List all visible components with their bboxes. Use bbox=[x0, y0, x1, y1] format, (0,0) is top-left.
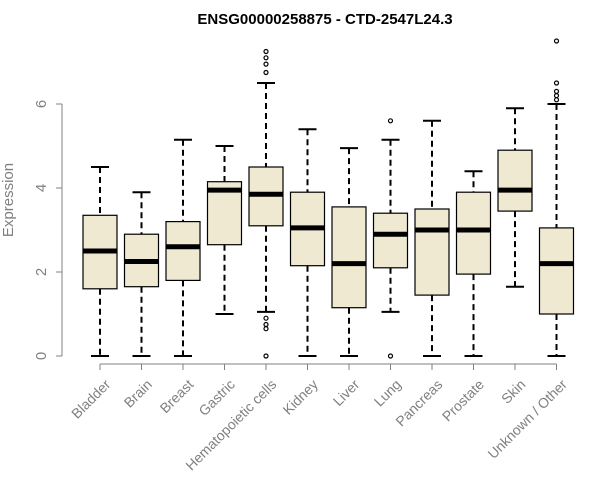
box bbox=[414, 208, 450, 296]
outlier-point bbox=[387, 118, 394, 124]
x-tick-label: Lung bbox=[371, 376, 404, 409]
outlier-point bbox=[553, 80, 560, 86]
box-group-breast bbox=[165, 138, 201, 357]
outlier-point bbox=[263, 315, 269, 321]
x-tick-label: Bladder bbox=[68, 376, 114, 422]
box-group-lung bbox=[372, 118, 409, 359]
outlier-point bbox=[553, 88, 560, 95]
x-tick-label: Prostate bbox=[439, 376, 487, 424]
box bbox=[372, 212, 409, 269]
box-group-gastric bbox=[206, 145, 243, 315]
boxes bbox=[82, 38, 575, 359]
x-tick-label: Liver bbox=[330, 376, 363, 409]
x-tick-label: Breast bbox=[157, 376, 197, 416]
box-group-prostate bbox=[455, 170, 492, 357]
outlier-point bbox=[263, 321, 269, 328]
outlier-point bbox=[263, 353, 269, 359]
x-tick-label: Skin bbox=[498, 376, 529, 407]
box-group-hematopoietic-cells bbox=[248, 48, 284, 359]
outlier-point bbox=[387, 353, 394, 359]
outlier-point bbox=[263, 61, 269, 67]
box-group-skin bbox=[497, 107, 533, 288]
outlier-point bbox=[263, 69, 269, 76]
axes: 0 2 4 6 bbox=[33, 100, 557, 370]
y-tick-label: 6 bbox=[33, 100, 50, 108]
box-group-brain bbox=[123, 191, 160, 357]
box-group-pancreas bbox=[414, 119, 450, 357]
box bbox=[165, 221, 201, 282]
box-group-unknown-other bbox=[538, 38, 575, 357]
box bbox=[497, 149, 533, 212]
outlier-point bbox=[263, 55, 269, 61]
y-tick-label: 0 bbox=[33, 352, 50, 360]
x-tick-label: Brain bbox=[121, 376, 155, 410]
y-axis-label: Expression bbox=[0, 163, 17, 237]
box-group-kidney bbox=[289, 128, 326, 357]
outlier-point bbox=[553, 92, 560, 99]
y-tick-label: 2 bbox=[33, 268, 50, 276]
outlier-point bbox=[263, 48, 269, 55]
box bbox=[538, 227, 575, 315]
box bbox=[331, 206, 367, 309]
x-tick-label: Kidney bbox=[279, 376, 321, 418]
outlier-point bbox=[553, 38, 560, 44]
y-tick-label: 4 bbox=[33, 184, 50, 192]
outlier-point bbox=[263, 326, 269, 332]
box-group-liver bbox=[331, 147, 367, 357]
chart-title: ENSG00000258875 - CTD-2547L24.3 bbox=[197, 11, 452, 28]
x-tick-label: Unknown / Other bbox=[484, 376, 570, 462]
box bbox=[455, 191, 492, 275]
outlier-point bbox=[553, 97, 560, 103]
box-group-bladder bbox=[82, 166, 118, 357]
